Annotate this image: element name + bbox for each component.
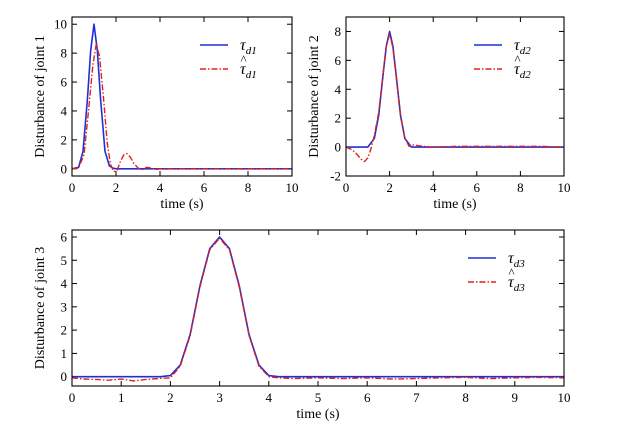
x-tick-label: 8 — [245, 180, 252, 195]
x-tick-label: 4 — [266, 390, 273, 405]
y-tick-label: 8 — [61, 46, 68, 61]
x-tick-label: 4 — [430, 180, 437, 195]
legend-hat-2: ^ — [509, 265, 515, 280]
legend-subscript: d3 — [514, 258, 526, 270]
series-line-1 — [72, 23, 292, 170]
legend-label-1: τd1 — [240, 37, 257, 57]
y-tick-label: 4 — [61, 103, 68, 118]
y-tick-label: 5 — [61, 253, 68, 268]
legend-symbol: τ — [508, 274, 515, 291]
legend-symbol: τ — [508, 250, 515, 267]
y-tick-label: 0 — [61, 369, 68, 384]
y-tick-label: 2 — [61, 132, 68, 147]
y-tick-label: 8 — [335, 24, 342, 39]
x-tick-label: 8 — [517, 180, 524, 195]
y-tick-label: 3 — [61, 299, 68, 314]
x-tick-label: 2 — [113, 180, 120, 195]
legend-subscript: d3 — [514, 282, 526, 294]
y-tick-label: 1 — [61, 346, 68, 361]
y-tick-label: 6 — [335, 53, 342, 68]
x-tick-label: 2 — [386, 180, 393, 195]
y-tick-label: 10 — [54, 17, 67, 32]
series-line-2 — [72, 43, 292, 173]
series-line-1 — [346, 30, 564, 148]
legend-label-2: τd1 — [240, 61, 257, 81]
x-tick-label: 7 — [413, 390, 420, 405]
x-tick-label: 0 — [69, 390, 76, 405]
y-tick-label: 6 — [61, 75, 68, 90]
y-tick-label: 0 — [335, 140, 342, 155]
x-tick-label: 10 — [558, 390, 571, 405]
legend-subscript: d1 — [246, 45, 257, 57]
x-tick-label: 3 — [216, 390, 223, 405]
x-tick-label: 6 — [364, 390, 371, 405]
legend-hat-2: ^ — [515, 52, 521, 67]
legend-symbol: τ — [240, 61, 247, 78]
legend-symbol: τ — [240, 37, 247, 54]
plot-frame — [345, 16, 565, 177]
x-axis-label: time (s) — [160, 197, 203, 212]
x-tick-label: 4 — [157, 180, 164, 195]
plot-frame — [71, 16, 293, 177]
series-group — [346, 30, 564, 163]
legend-label-2: τd3 — [508, 274, 525, 294]
y-tick-label: 4 — [61, 276, 68, 291]
x-tick-label: 9 — [512, 390, 519, 405]
x-tick-label: 10 — [558, 180, 571, 195]
legend-subscript: d2 — [520, 69, 532, 81]
x-tick-label: 1 — [118, 390, 125, 405]
x-tick-label: 2 — [167, 390, 174, 405]
series-group — [72, 236, 564, 382]
legend-label-2: τd2 — [514, 61, 531, 81]
y-tick-label: 4 — [335, 82, 342, 97]
x-axis-label: time (s) — [296, 407, 339, 422]
x-tick-label: 6 — [201, 180, 208, 195]
x-tick-label: 0 — [69, 180, 76, 195]
x-tick-label: 0 — [343, 180, 350, 195]
y-tick-label: 6 — [61, 229, 68, 244]
series-line-2 — [72, 237, 564, 382]
legend-symbol: τ — [514, 37, 521, 54]
legend-subscript: d1 — [246, 69, 257, 81]
legend-hat-2: ^ — [241, 52, 247, 67]
series-line-2 — [346, 33, 564, 163]
x-tick-label: 8 — [462, 390, 469, 405]
y-tick-label: 2 — [335, 111, 342, 126]
x-tick-label: 5 — [315, 390, 322, 405]
series-group — [72, 23, 292, 173]
y-axis-label: Disturbance of joint 2 — [307, 35, 322, 157]
y-tick-label: 2 — [61, 323, 68, 338]
y-axis-label: Disturbance of joint 1 — [33, 35, 48, 157]
plot-frame — [71, 229, 565, 387]
y-axis-label: Disturbance of joint 3 — [33, 247, 48, 369]
legend-symbol: τ — [514, 61, 521, 78]
x-tick-label: 6 — [474, 180, 481, 195]
legend-label-1: τd3 — [508, 250, 525, 270]
y-tick-label: -2 — [330, 169, 341, 184]
y-tick-label: 0 — [61, 161, 68, 176]
x-tick-label: 10 — [286, 180, 299, 195]
legend-subscript: d2 — [520, 45, 532, 57]
legend-label-1: τd2 — [514, 37, 531, 57]
x-axis-label: time (s) — [433, 197, 476, 212]
